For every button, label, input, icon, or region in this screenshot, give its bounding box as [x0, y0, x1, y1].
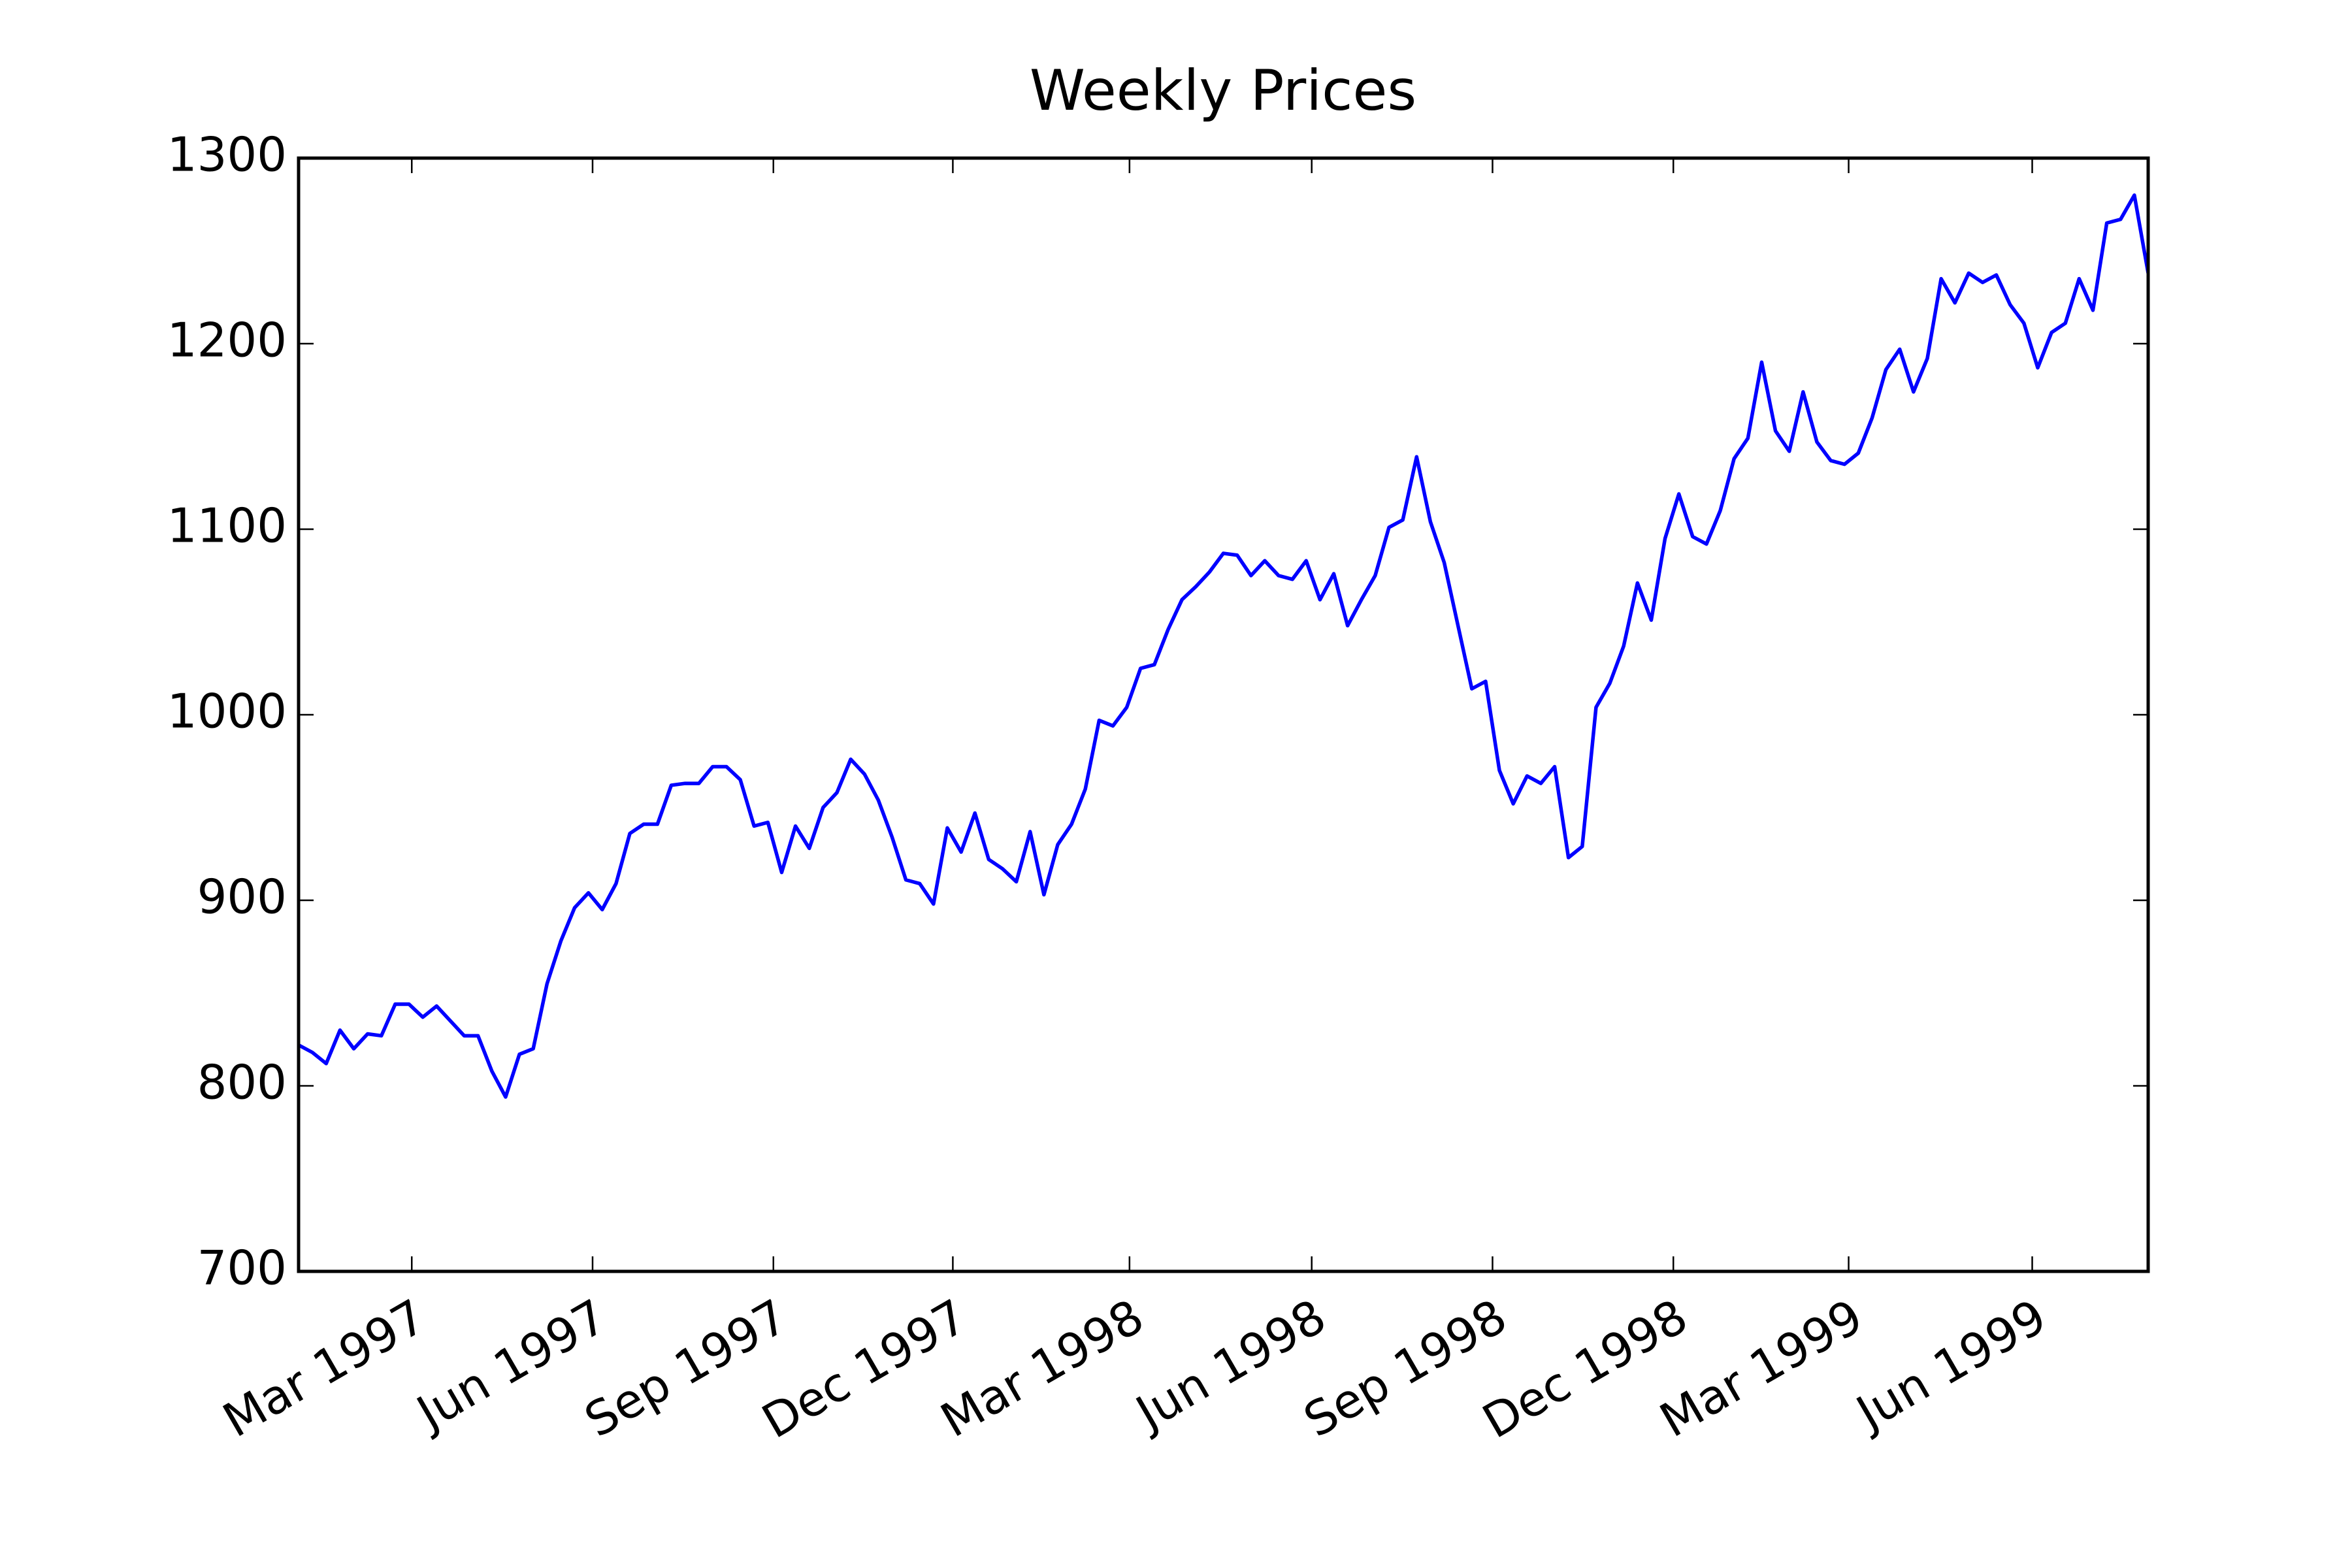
plot-frame	[297, 156, 2150, 1273]
x-tick-label: Mar 1999	[1651, 1288, 1872, 1448]
x-tick-label: Mar 1998	[932, 1288, 1152, 1448]
y-tick-label: 900	[197, 870, 287, 924]
y-tick-label: 1300	[167, 127, 287, 182]
y-tick-label: 1200	[167, 313, 287, 368]
y-tick-label: 1000	[167, 684, 287, 739]
y-tick-label: 1100	[167, 498, 287, 553]
x-tick-label: Mar 1997	[214, 1288, 434, 1448]
x-tick-label: Dec 1998	[1473, 1288, 1696, 1448]
x-tick-label: Jun 1997	[406, 1288, 615, 1441]
y-tick-label: 700	[197, 1241, 287, 1296]
x-tick-label: Dec 1997	[753, 1288, 976, 1448]
x-tick-label: Jun 1998	[1125, 1288, 1335, 1441]
x-tick-label: Sep 1997	[576, 1288, 796, 1448]
chart-title: Weekly Prices	[1030, 58, 1416, 123]
data-line	[299, 193, 2148, 1099]
y-tick-label: 800	[197, 1055, 287, 1110]
x-tick-label: Sep 1998	[1295, 1288, 1516, 1448]
x-tick-label: Jun 1999	[1845, 1288, 2055, 1441]
